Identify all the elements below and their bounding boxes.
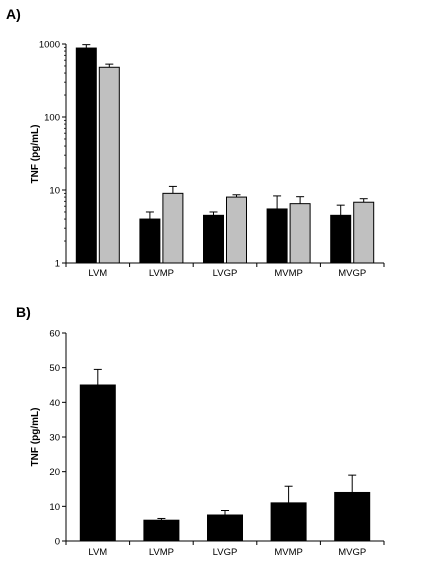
bar-a-s0-LVM — [75, 47, 97, 264]
plot-area-b: 0 10 20 30 40 50 60 LVM LVMP LVGP MVMP MVGP — [49, 329, 385, 558]
x-tick-label-b-MVMP: MVMP — [274, 547, 303, 558]
bar-b-s0-LVMP — [143, 519, 180, 542]
bar-a-s1-LVGP — [226, 196, 247, 264]
bar-b-s0-LVGP — [207, 514, 243, 542]
y-tick-label-a-1: 1 — [55, 259, 60, 270]
y-tick-label-a-1000: 1000 — [39, 40, 60, 51]
x-tick-label-b-MVGP: MVGP — [338, 547, 366, 558]
chart-b: B) TNF (pg/mL) 0 10 20 30 40 50 60 LVM LVMP LVGP M… — [16, 304, 385, 558]
x-tick-label-a-LVGP: LVGP — [213, 268, 238, 279]
bar-a-s1-LVM — [98, 66, 120, 264]
y-tick-label-b-60: 60 — [49, 329, 60, 340]
bar-a-s1-LVMP — [162, 192, 184, 264]
bar-a-s0-MVMP — [266, 208, 288, 264]
y-axis-title-b: TNF (pg/mL) — [30, 408, 41, 467]
x-tick-label-a-MVMP: MVMP — [274, 268, 303, 279]
bar-a-s0-LVMP — [139, 218, 161, 264]
panel-label-a: A) — [6, 6, 21, 22]
bar-a-s1-MVGP — [353, 201, 375, 264]
bar-a-s0-LVGP — [203, 214, 224, 264]
bar-b-s0-MVGP — [334, 491, 371, 542]
plot-area-a: 1 10 100 1000 LVM LVMP LVGP MVMP MVGP — [39, 40, 385, 279]
panel-label-b: B) — [16, 304, 31, 320]
bar-b-s0-MVMP — [270, 502, 307, 542]
bar-a-s0-MVGP — [330, 214, 352, 264]
x-tick-label-b-LVGP: LVGP — [213, 547, 238, 558]
y-tick-label-b-20: 20 — [49, 467, 60, 478]
y-tick-label-a-100: 100 — [44, 113, 60, 124]
x-tick-label-a-LVM: LVM — [88, 268, 107, 279]
y-tick-label-b-0: 0 — [55, 537, 60, 548]
x-tick-label-b-LVMP: LVMP — [149, 547, 174, 558]
y-tick-label-b-30: 30 — [49, 433, 60, 444]
bar-a-s1-MVMP — [289, 203, 311, 264]
x-tick-label-b-LVM: LVM — [88, 547, 107, 558]
y-tick-label-a-10: 10 — [49, 186, 60, 197]
bar-b-s0-LVM — [79, 384, 116, 542]
x-tick-label-a-MVGP: MVGP — [338, 268, 366, 279]
chart-a: A) TNF (pg/mL) 1 10 100 1000 LVM LVMP LVGP MVMP… — [6, 6, 385, 279]
x-tick-label-a-LVMP: LVMP — [149, 268, 174, 279]
y-tick-label-b-40: 40 — [49, 398, 60, 409]
y-tick-label-b-10: 10 — [49, 502, 60, 513]
y-axis-title-a: TNF (pg/mL) — [30, 125, 41, 184]
y-tick-label-b-50: 50 — [49, 363, 60, 374]
